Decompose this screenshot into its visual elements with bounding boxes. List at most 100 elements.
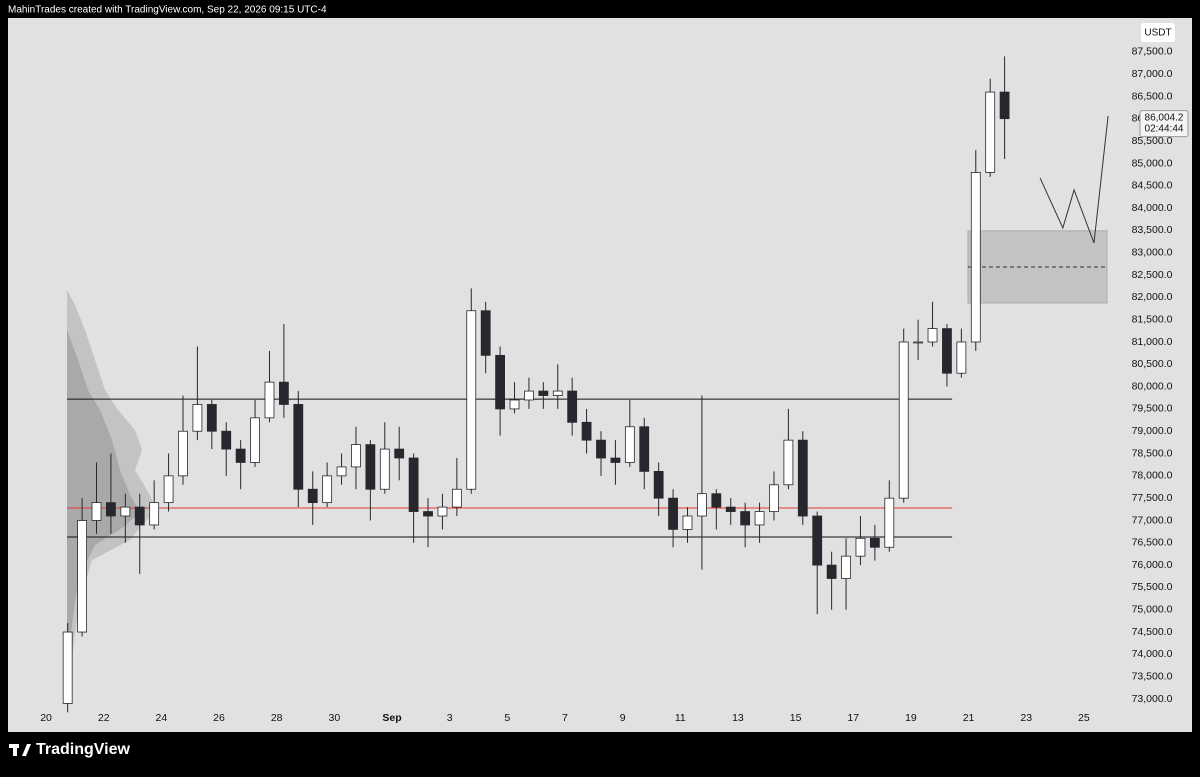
candle-body — [942, 328, 952, 374]
y-tick-label: 77,500.0 — [1132, 492, 1173, 504]
y-tick-label: 87,000.0 — [1132, 68, 1173, 80]
y-tick-label: 85,000.0 — [1132, 157, 1173, 169]
candle-body — [466, 310, 477, 490]
candle-body — [624, 426, 635, 463]
x-tick-label: 3 — [447, 712, 453, 724]
candle-body — [754, 511, 765, 526]
candle-body — [278, 381, 289, 405]
y-tick-label: 76,000.0 — [1132, 559, 1173, 571]
candle-body — [682, 515, 693, 530]
y-tick-label: 78,500.0 — [1132, 447, 1173, 459]
candle-body — [970, 172, 981, 343]
y-tick-label: 87,500.0 — [1132, 46, 1173, 58]
candle-body — [999, 91, 1010, 120]
candle-body — [769, 484, 779, 512]
candle-body — [221, 430, 232, 450]
x-tick-label: 25 — [1078, 712, 1090, 724]
x-tick-label: 23 — [1020, 712, 1032, 724]
candle-body — [783, 439, 794, 486]
candle-body — [351, 444, 361, 468]
candle-body — [178, 430, 188, 477]
x-tick-label: 11 — [675, 712, 686, 724]
x-tick-label: 5 — [504, 712, 510, 724]
candle-body — [437, 506, 448, 517]
demand-zone — [967, 230, 1108, 304]
volume-profile-inner — [67, 330, 140, 690]
y-tick-label: 80,500.0 — [1132, 358, 1173, 370]
candle-body — [77, 520, 87, 633]
y-tick-label: 74,500.0 — [1132, 626, 1173, 638]
candle-body — [869, 537, 880, 548]
candle-body — [423, 511, 433, 517]
candle-body — [206, 404, 217, 432]
candle-body — [913, 341, 924, 344]
projection-path — [1039, 115, 1109, 244]
currency: USDT — [1144, 28, 1171, 39]
x-tick-label: 28 — [271, 712, 283, 724]
last-price-label: 86,004.2 — [1145, 112, 1184, 123]
last-price-box — [1139, 110, 1189, 138]
y-tick-label: 85,500.0 — [1132, 135, 1173, 147]
currency-box — [1141, 23, 1175, 42]
x-tick-label: 15 — [790, 712, 802, 724]
y-tick-label: 83,500.0 — [1132, 224, 1173, 236]
header-text: MahinTrades created with TradingView.com… — [8, 5, 327, 16]
candle-body — [898, 341, 909, 499]
candle-body — [264, 381, 275, 419]
x-tick-label: 17 — [847, 712, 859, 724]
candle-body — [91, 502, 102, 521]
y-tick-label: 78,000.0 — [1132, 470, 1173, 482]
candle-body — [192, 404, 203, 432]
candle-body — [812, 515, 823, 566]
candle-body — [293, 404, 304, 490]
y-tick-label: 73,500.0 — [1132, 670, 1173, 682]
candle-body — [451, 488, 462, 508]
candle-body — [538, 390, 549, 396]
candle-body — [365, 444, 376, 490]
candle-body — [379, 448, 390, 490]
x-tick-label: 22 — [98, 712, 110, 724]
x-tick-label: Sep — [382, 712, 401, 724]
y-tick-label: 75,000.0 — [1132, 604, 1173, 616]
candle-body — [495, 354, 506, 410]
candle-body — [235, 448, 246, 463]
candle-body — [307, 488, 318, 504]
x-tick-label: 20 — [40, 712, 52, 724]
logo-icon — [13, 744, 17, 756]
y-tick-label: 83,000.0 — [1132, 247, 1173, 259]
candle-body — [336, 466, 347, 477]
candle-body — [596, 439, 606, 459]
candle-body — [322, 475, 333, 504]
x-tick-label: 13 — [732, 712, 744, 724]
candle-body — [567, 390, 578, 423]
candle-body — [985, 91, 996, 173]
y-tick-label: 81,000.0 — [1132, 336, 1173, 348]
candle-body — [711, 493, 722, 508]
candle-body — [581, 421, 592, 441]
candle-body — [927, 328, 938, 343]
x-tick-label: 26 — [213, 712, 225, 724]
candle-body — [797, 439, 808, 517]
candle-body — [855, 537, 866, 557]
y-tick-label: 76,500.0 — [1132, 537, 1173, 549]
candle-body — [697, 493, 707, 517]
candle-body — [884, 497, 895, 548]
y-tick-label: 81,500.0 — [1132, 313, 1173, 325]
candle-body — [394, 448, 405, 459]
candle-body — [62, 631, 73, 704]
y-tick-label: 73,000.0 — [1132, 693, 1173, 705]
x-tick-label: 9 — [620, 712, 626, 724]
y-tick-label: 82,000.0 — [1132, 291, 1173, 303]
candle-body — [956, 341, 967, 374]
x-tick-label: 30 — [328, 712, 340, 724]
y-tick-label: 82,500.0 — [1132, 269, 1173, 281]
y-tick-label: 79,000.0 — [1132, 425, 1173, 437]
candle-body — [610, 457, 621, 463]
candle-body — [480, 310, 491, 356]
candle-body — [826, 564, 837, 579]
candle-body — [725, 506, 736, 512]
chart-background — [8, 18, 1192, 732]
y-tick-label: 86,500.0 — [1132, 90, 1173, 102]
